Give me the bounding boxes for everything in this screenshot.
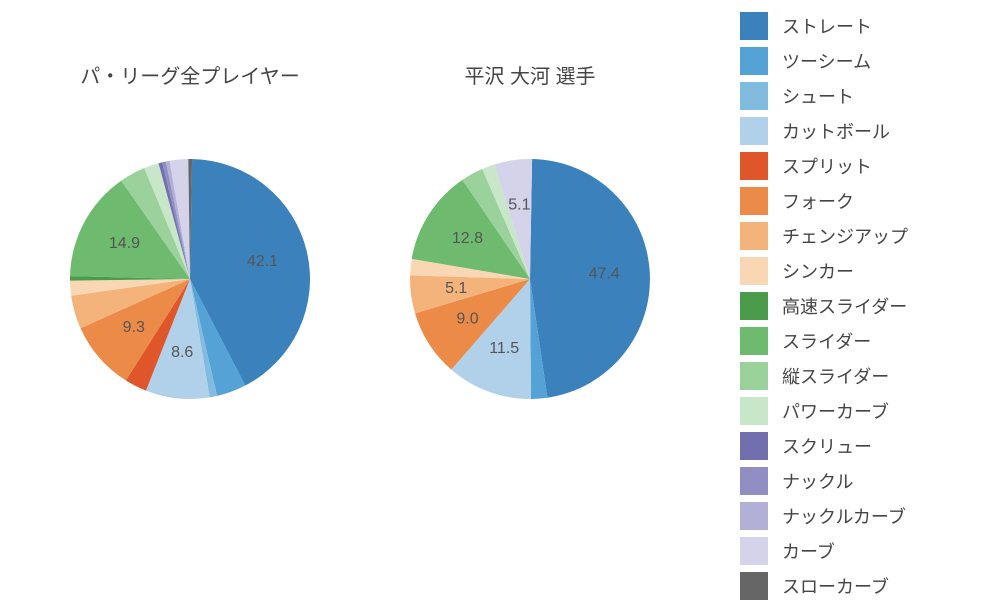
legend-swatch (740, 397, 768, 425)
legend-swatch (740, 467, 768, 495)
charts-area: パ・リーグ全プレイヤー 42.1 8.6 9.3 14.9 平沢 大河 選手 47.4… (0, 0, 730, 600)
legend-label: ツーシーム (782, 48, 871, 74)
legend-item: スローカーブ (740, 568, 1000, 600)
chart-right-title: 平沢 大河 選手 (464, 60, 595, 89)
legend-swatch (740, 152, 768, 180)
legend: ストレートツーシームシュートカットボールスプリットフォークチェンジアップシンカー… (730, 0, 1000, 600)
legend-label: ストレート (782, 13, 872, 39)
pie-slice-label: 14.9 (109, 235, 140, 252)
chart-left: パ・リーグ全プレイヤー 42.1 8.6 9.3 14.9 (20, 60, 360, 600)
legend-label: スプリット (782, 153, 872, 179)
legend-label: スライダー (782, 328, 871, 354)
pie-slice-label: 8.6 (171, 344, 193, 361)
legend-swatch (740, 82, 768, 110)
pie-slice-label: 9.3 (123, 319, 145, 336)
legend-label: スクリュー (782, 433, 872, 459)
legend-label: 高速スライダー (782, 293, 907, 319)
pie-slice-label: 11.5 (489, 340, 519, 357)
legend-swatch (740, 47, 768, 75)
legend-swatch (740, 222, 768, 250)
pie-slice-label: 5.1 (508, 197, 530, 214)
legend-label: 縦スライダー (782, 363, 889, 389)
legend-item: カーブ (740, 533, 1000, 568)
legend-item: スクリュー (740, 428, 1000, 463)
pie-chart-left: 42.1 8.6 9.3 14.9 (40, 129, 340, 429)
legend-item: シンカー (740, 253, 1000, 288)
pie-slice-label: 42.1 (247, 253, 278, 270)
legend-swatch (740, 537, 768, 565)
legend-item: ストレート (740, 8, 1000, 43)
legend-item: カットボール (740, 113, 1000, 148)
legend-label: カットボール (782, 118, 890, 144)
legend-item: ナックルカーブ (740, 498, 1000, 533)
chart-container: パ・リーグ全プレイヤー 42.1 8.6 9.3 14.9 平沢 大河 選手 47.4… (0, 0, 1000, 600)
chart-left-title: パ・リーグ全プレイヤー (80, 60, 299, 89)
legend-swatch (740, 292, 768, 320)
pie-slice-label: 47.4 (589, 265, 620, 282)
legend-label: チェンジアップ (782, 223, 908, 249)
pie-slice-label: 9.0 (456, 311, 478, 328)
legend-label: ナックルカーブ (782, 503, 906, 529)
legend-item: チェンジアップ (740, 218, 1000, 253)
legend-label: シュート (782, 83, 854, 109)
legend-item: 高速スライダー (740, 288, 1000, 323)
legend-item: スライダー (740, 323, 1000, 358)
legend-label: フォーク (782, 188, 854, 214)
legend-swatch (740, 187, 768, 215)
legend-swatch (740, 117, 768, 145)
legend-swatch (740, 327, 768, 355)
legend-item: 縦スライダー (740, 358, 1000, 393)
legend-item: フォーク (740, 183, 1000, 218)
legend-item: スプリット (740, 148, 1000, 183)
legend-item: ナックル (740, 463, 1000, 498)
pie-chart-right: 47.4 11.5 9.0 5.1 12.8 5.1 (380, 129, 680, 429)
legend-swatch (740, 502, 768, 530)
pie-slice-label: 12.8 (452, 230, 483, 247)
legend-item: ツーシーム (740, 43, 1000, 78)
legend-label: スローカーブ (782, 573, 889, 599)
legend-label: カーブ (782, 538, 835, 564)
legend-swatch (740, 12, 768, 40)
legend-swatch (740, 572, 768, 600)
legend-swatch (740, 257, 768, 285)
legend-item: シュート (740, 78, 1000, 113)
legend-label: ナックル (782, 468, 853, 494)
pie-slice-label: 5.1 (445, 280, 467, 297)
chart-right: 平沢 大河 選手 47.4 11.5 9.0 5.1 12.8 5.1 (360, 60, 700, 600)
legend-label: シンカー (782, 258, 854, 284)
legend-item: パワーカーブ (740, 393, 1000, 428)
legend-swatch (740, 432, 768, 460)
legend-label: パワーカーブ (782, 398, 889, 424)
legend-swatch (740, 362, 768, 390)
